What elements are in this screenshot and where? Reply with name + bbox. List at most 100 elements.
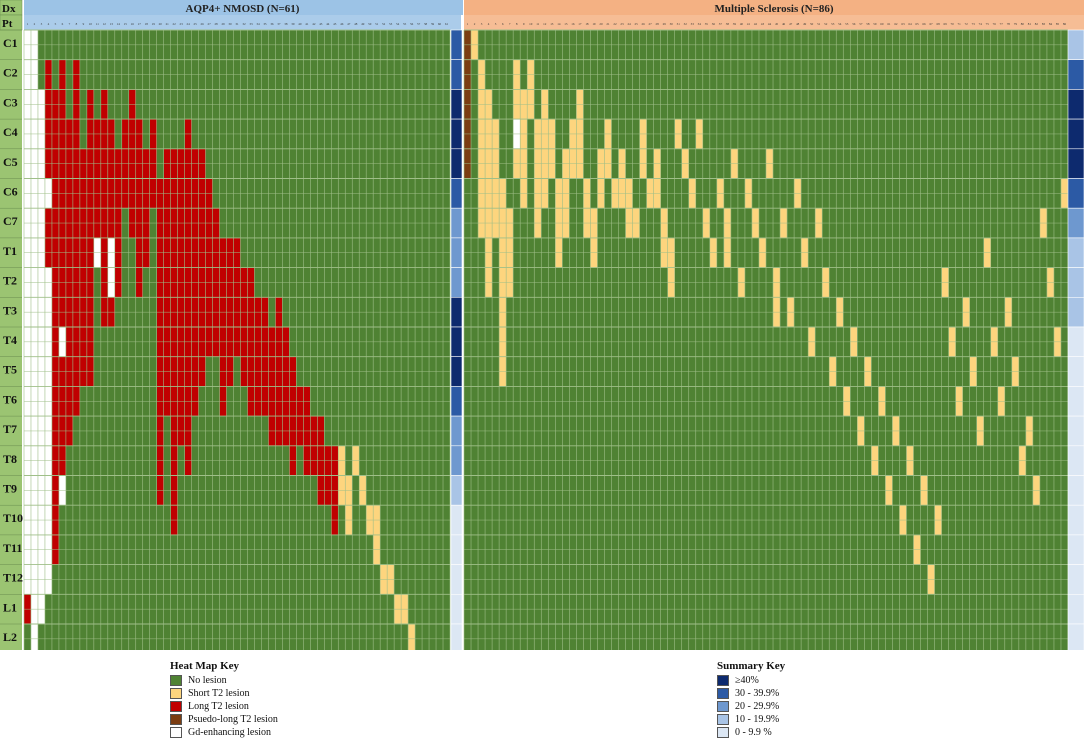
patient-number: 5 bbox=[55, 22, 57, 26]
patient-number: 8 bbox=[516, 22, 518, 26]
heatmap-key-label: No lesion bbox=[188, 675, 227, 686]
summary-cell bbox=[450, 118, 463, 150]
summary-key-label: 20 - 29.9% bbox=[735, 701, 780, 712]
patient-number: 54 bbox=[838, 22, 842, 26]
patient-number: 48 bbox=[354, 22, 358, 26]
patient-number: 6 bbox=[502, 22, 504, 26]
patient-number: 71 bbox=[958, 22, 962, 26]
summary-cell bbox=[1067, 267, 1084, 298]
group-title: AQP4+ NMOSD (N=61) bbox=[186, 3, 300, 15]
patient-number: 73 bbox=[972, 22, 976, 26]
patient-number: 35 bbox=[705, 22, 709, 26]
patient-number: 54 bbox=[396, 22, 400, 26]
dx-header: Dx bbox=[2, 3, 16, 15]
heatmap-key-item: No lesion bbox=[170, 674, 278, 687]
patient-number: 62 bbox=[894, 22, 898, 26]
summary-cell bbox=[450, 178, 463, 209]
patient-number: 29 bbox=[663, 22, 667, 26]
level-label: C4 bbox=[3, 125, 18, 139]
level-label: T12 bbox=[3, 571, 23, 585]
patient-number: 57 bbox=[417, 22, 421, 26]
patient-number: 53 bbox=[389, 22, 393, 26]
patient-number: 9 bbox=[523, 22, 525, 26]
patient-number: 45 bbox=[333, 22, 337, 26]
summary-cell bbox=[450, 148, 463, 179]
patient-number: 1 bbox=[467, 22, 469, 26]
level-label: T11 bbox=[3, 541, 22, 555]
level-label: C3 bbox=[3, 95, 18, 109]
level-label: T4 bbox=[3, 333, 17, 347]
level-label: C6 bbox=[3, 185, 18, 199]
patient-number: 32 bbox=[242, 22, 246, 26]
patient-number: 39 bbox=[291, 22, 295, 26]
patient-number: 24 bbox=[187, 22, 191, 26]
patient-number: 61 bbox=[445, 22, 449, 26]
patient-number: 31 bbox=[235, 22, 239, 26]
heatmap-key-label: Psuedo-long T2 lesion bbox=[188, 714, 278, 725]
patient-number: 65 bbox=[915, 22, 919, 26]
summary-cell bbox=[450, 356, 463, 387]
summary-cell bbox=[1067, 296, 1084, 328]
patient-number: 74 bbox=[979, 22, 983, 26]
summary-key-swatch bbox=[717, 714, 729, 725]
patient-number: 52 bbox=[382, 22, 386, 26]
patient-number: 17 bbox=[578, 22, 582, 26]
patient-number: 11 bbox=[536, 22, 539, 26]
level-label: C5 bbox=[3, 155, 18, 169]
level-label: C7 bbox=[3, 214, 18, 228]
patient-number: 20 bbox=[159, 22, 163, 26]
heatmap-key-label: Gd-enhancing lesion bbox=[188, 727, 272, 738]
summary-cell bbox=[450, 29, 463, 61]
heatmap-key-item: Psuedo-long T2 lesion bbox=[170, 713, 278, 726]
summary-key-item: 30 - 39.9% bbox=[717, 687, 785, 700]
summary-cell bbox=[1067, 415, 1084, 447]
summary-cell bbox=[1067, 118, 1084, 150]
summary-cell bbox=[450, 445, 463, 476]
patient-number: 27 bbox=[207, 22, 211, 26]
summary-key-swatch bbox=[717, 688, 729, 699]
patient-number: 60 bbox=[880, 22, 884, 26]
patient-number: 30 bbox=[670, 22, 674, 26]
summary-key-title: Summary Key bbox=[717, 660, 786, 672]
patient-number: 85 bbox=[1056, 22, 1060, 26]
patient-number: 40 bbox=[298, 22, 302, 26]
patient-number: 27 bbox=[649, 22, 653, 26]
summary-key-item: 10 - 19.9% bbox=[717, 713, 785, 726]
summary-cell bbox=[1067, 29, 1084, 61]
summary-key-swatch bbox=[717, 675, 729, 686]
patient-number: 43 bbox=[319, 22, 323, 26]
patient-number: 41 bbox=[305, 22, 309, 26]
level-label: T9 bbox=[3, 482, 17, 496]
summary-cell bbox=[1067, 623, 1084, 650]
patient-number: 18 bbox=[585, 22, 589, 26]
patient-number: 77 bbox=[1000, 22, 1004, 26]
level-label: C1 bbox=[3, 36, 18, 50]
patient-number: 67 bbox=[929, 22, 933, 26]
patient-number: 22 bbox=[173, 22, 177, 26]
pt-header: Pt bbox=[2, 18, 13, 30]
patient-number: 15 bbox=[564, 22, 568, 26]
patient-number: 29 bbox=[221, 22, 225, 26]
summary-cell bbox=[1067, 534, 1084, 565]
heatmap-key-swatch bbox=[170, 727, 182, 738]
patient-number: 45 bbox=[775, 22, 779, 26]
summary-cell bbox=[450, 89, 463, 120]
patient-number: 38 bbox=[284, 22, 288, 26]
patient-number: 50 bbox=[368, 22, 372, 26]
patient-number: 11 bbox=[96, 22, 99, 26]
patient-number: 4 bbox=[488, 22, 490, 26]
heatmap-key-item: Gd-enhancing lesion bbox=[170, 726, 278, 739]
summary-cell bbox=[1067, 326, 1084, 358]
summary-cell bbox=[1067, 207, 1084, 239]
summary-cell bbox=[450, 504, 463, 536]
patient-number: 21 bbox=[606, 22, 610, 26]
patient-number: 3 bbox=[481, 22, 483, 26]
patient-number: 55 bbox=[845, 22, 849, 26]
patient-number: 1 bbox=[27, 22, 29, 26]
summary-cell bbox=[1067, 445, 1084, 476]
patient-number: 8 bbox=[76, 22, 78, 26]
patient-number: 63 bbox=[901, 22, 905, 26]
patient-number: 3 bbox=[41, 22, 43, 26]
patient-number: 28 bbox=[656, 22, 660, 26]
patient-number: 23 bbox=[620, 22, 624, 26]
